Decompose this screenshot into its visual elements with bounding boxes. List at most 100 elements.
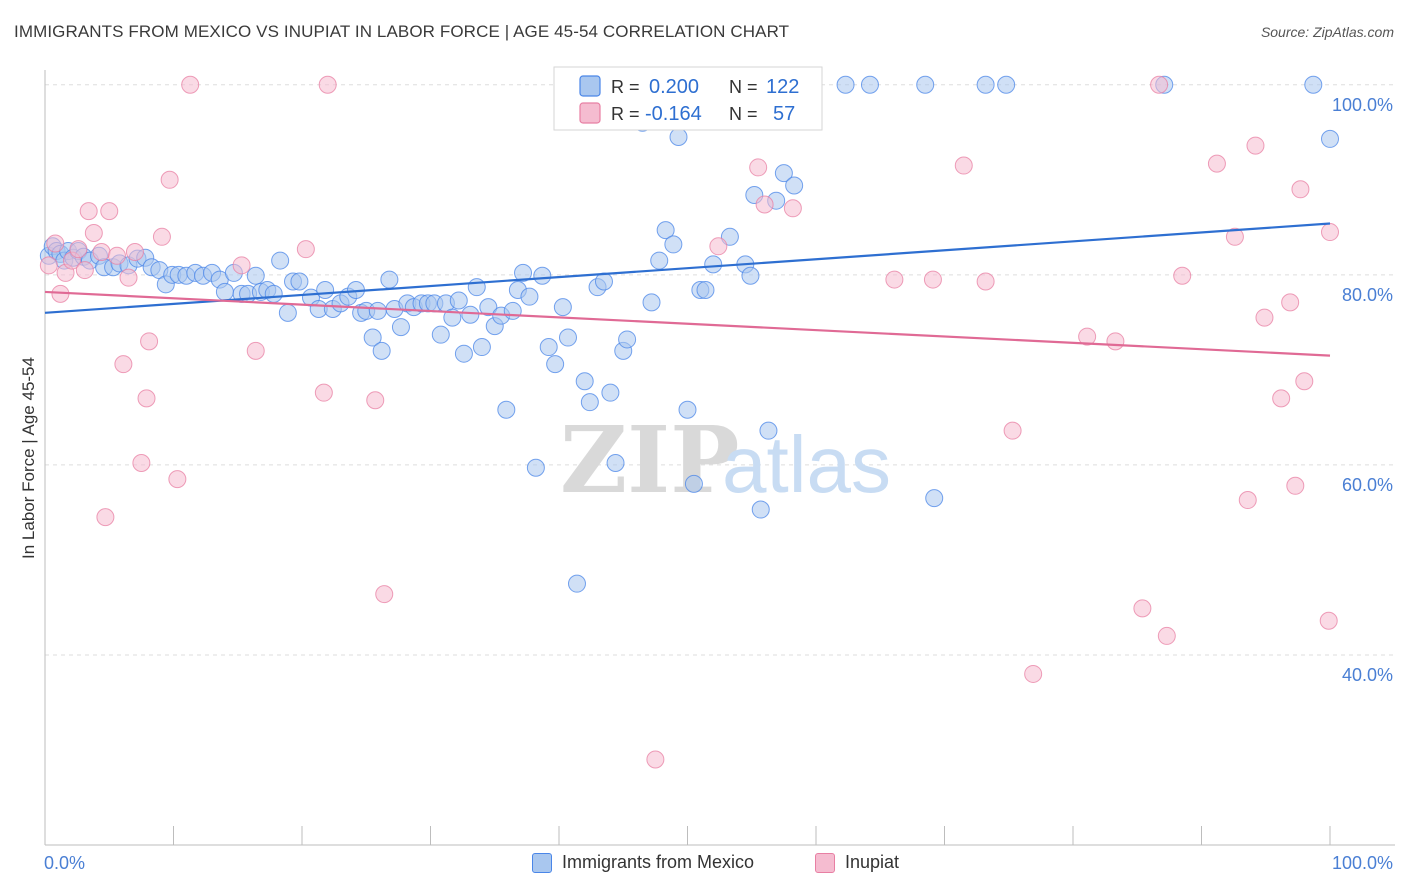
inupiat-point — [1272, 389, 1291, 408]
immigrants-point — [264, 284, 283, 303]
inupiat-point — [137, 389, 156, 408]
inupiat-point — [246, 341, 265, 360]
legend-item-inupiat: Inupiat — [815, 852, 899, 873]
immigrants-point — [546, 355, 565, 374]
immigrants-point — [678, 400, 697, 419]
immigrants-point — [514, 263, 533, 282]
legend-n-label-pink: N = — [729, 104, 758, 124]
immigrants-point — [650, 251, 669, 270]
x-tick-label-max: 100.0% — [1332, 853, 1393, 873]
inupiat-point — [1255, 308, 1274, 327]
inupiat-point — [1106, 332, 1125, 351]
immigrants-point — [391, 318, 410, 337]
immigrants-point — [774, 164, 793, 183]
immigrants-point — [720, 227, 739, 246]
immigrants-point — [533, 266, 552, 285]
immigrants-point — [567, 574, 586, 593]
immigrants-point — [380, 270, 399, 289]
immigrants-point — [558, 328, 577, 347]
inupiat-point — [1157, 626, 1176, 645]
trend-line-inupiat — [44, 290, 1331, 357]
immigrants-point — [472, 338, 491, 357]
y-tick-label: 60.0% — [1342, 475, 1393, 495]
immigrants-point — [479, 298, 498, 317]
legend-r-value-pink: -0.164 — [645, 103, 702, 125]
immigrants-point — [925, 489, 944, 508]
legend-n-value-pink: 57 — [773, 103, 795, 125]
immigrants-point — [976, 75, 995, 94]
gridlines — [45, 84, 1395, 656]
inupiat-point — [1295, 372, 1314, 391]
immigrants-point — [454, 344, 473, 363]
stats-legend: R = 0.200 N = 122 R = -0.164 N = 57 — [553, 66, 823, 131]
watermark-atlas: atlas — [722, 420, 891, 509]
inupiat-point — [923, 270, 942, 289]
immigrants-point — [656, 221, 675, 240]
immigrants-point — [368, 301, 387, 320]
immigrants-point — [526, 458, 545, 477]
y-tick-label: 40.0% — [1342, 665, 1393, 685]
immigrants-point — [741, 266, 760, 285]
inupiat-point — [314, 383, 333, 402]
immigrants-point — [290, 272, 309, 291]
y-tick-label: 100.0% — [1332, 95, 1393, 115]
inupiat-point — [160, 170, 179, 189]
inupiat-point — [755, 195, 774, 214]
inupiat-point — [39, 256, 58, 275]
immigrants-point — [997, 75, 1016, 94]
immigrants-point — [553, 298, 572, 317]
inupiat-point — [1319, 611, 1338, 630]
legend-r-label-pink: R = — [611, 104, 640, 124]
inupiat-point — [1321, 223, 1339, 242]
chart-title: IMMIGRANTS FROM MEXICO VS INUPIAT IN LAB… — [14, 22, 790, 41]
immigrants-point — [751, 500, 770, 519]
inupiat-point — [168, 470, 187, 489]
immigrants-point — [642, 293, 661, 312]
immigrants-point — [449, 291, 468, 310]
inupiat-point — [646, 750, 665, 769]
inupiat-point — [1078, 327, 1097, 346]
inupiat-point — [132, 453, 151, 472]
inupiat-point — [79, 202, 98, 221]
immigrants-point — [669, 128, 688, 147]
series-inupiat — [39, 75, 1339, 769]
y-tick-label: 80.0% — [1342, 285, 1393, 305]
immigrants-point — [684, 474, 703, 493]
legend-r-value-blue: 0.200 — [649, 76, 699, 98]
immigrants-point — [372, 341, 391, 360]
inupiat-point — [1207, 154, 1226, 173]
immigrants-point — [539, 338, 558, 357]
series-immigrants-from-mexico — [39, 75, 1339, 593]
inupiat-point — [296, 240, 315, 259]
inupiat-point — [119, 268, 138, 287]
inupiat-point — [232, 256, 251, 275]
immigrants-point — [696, 281, 715, 300]
immigrants-point — [316, 281, 335, 300]
inupiat-point — [976, 272, 995, 291]
legend-swatch-blue — [579, 75, 601, 97]
watermark-zip: ZIP — [560, 406, 739, 514]
immigrants-point — [916, 75, 935, 94]
trend-lines — [44, 222, 1331, 357]
immigrants-point — [497, 400, 516, 419]
inupiat-point — [69, 240, 88, 259]
immigrants-point — [575, 372, 594, 391]
immigrants-point — [759, 421, 778, 440]
inupiat-point — [1238, 491, 1257, 510]
legend-item-immigrants-from-mexico: Immigrants from Mexico — [532, 852, 754, 873]
x-tick-label-min: 0.0% — [44, 853, 85, 873]
inupiat-point — [318, 75, 337, 94]
inupiat-point — [100, 202, 119, 221]
inupiat-point — [152, 227, 171, 246]
immigrants-point — [520, 287, 539, 306]
immigrants-point — [580, 393, 599, 412]
legend-n-label-blue: N = — [729, 77, 758, 97]
immigrants-point — [860, 75, 879, 94]
immigrants-point — [664, 235, 683, 254]
inupiat-point — [1173, 266, 1192, 285]
inupiat-point — [1291, 180, 1310, 199]
inupiat-point — [125, 243, 144, 262]
inupiat-point — [375, 585, 394, 604]
immigrants-point — [606, 453, 625, 472]
